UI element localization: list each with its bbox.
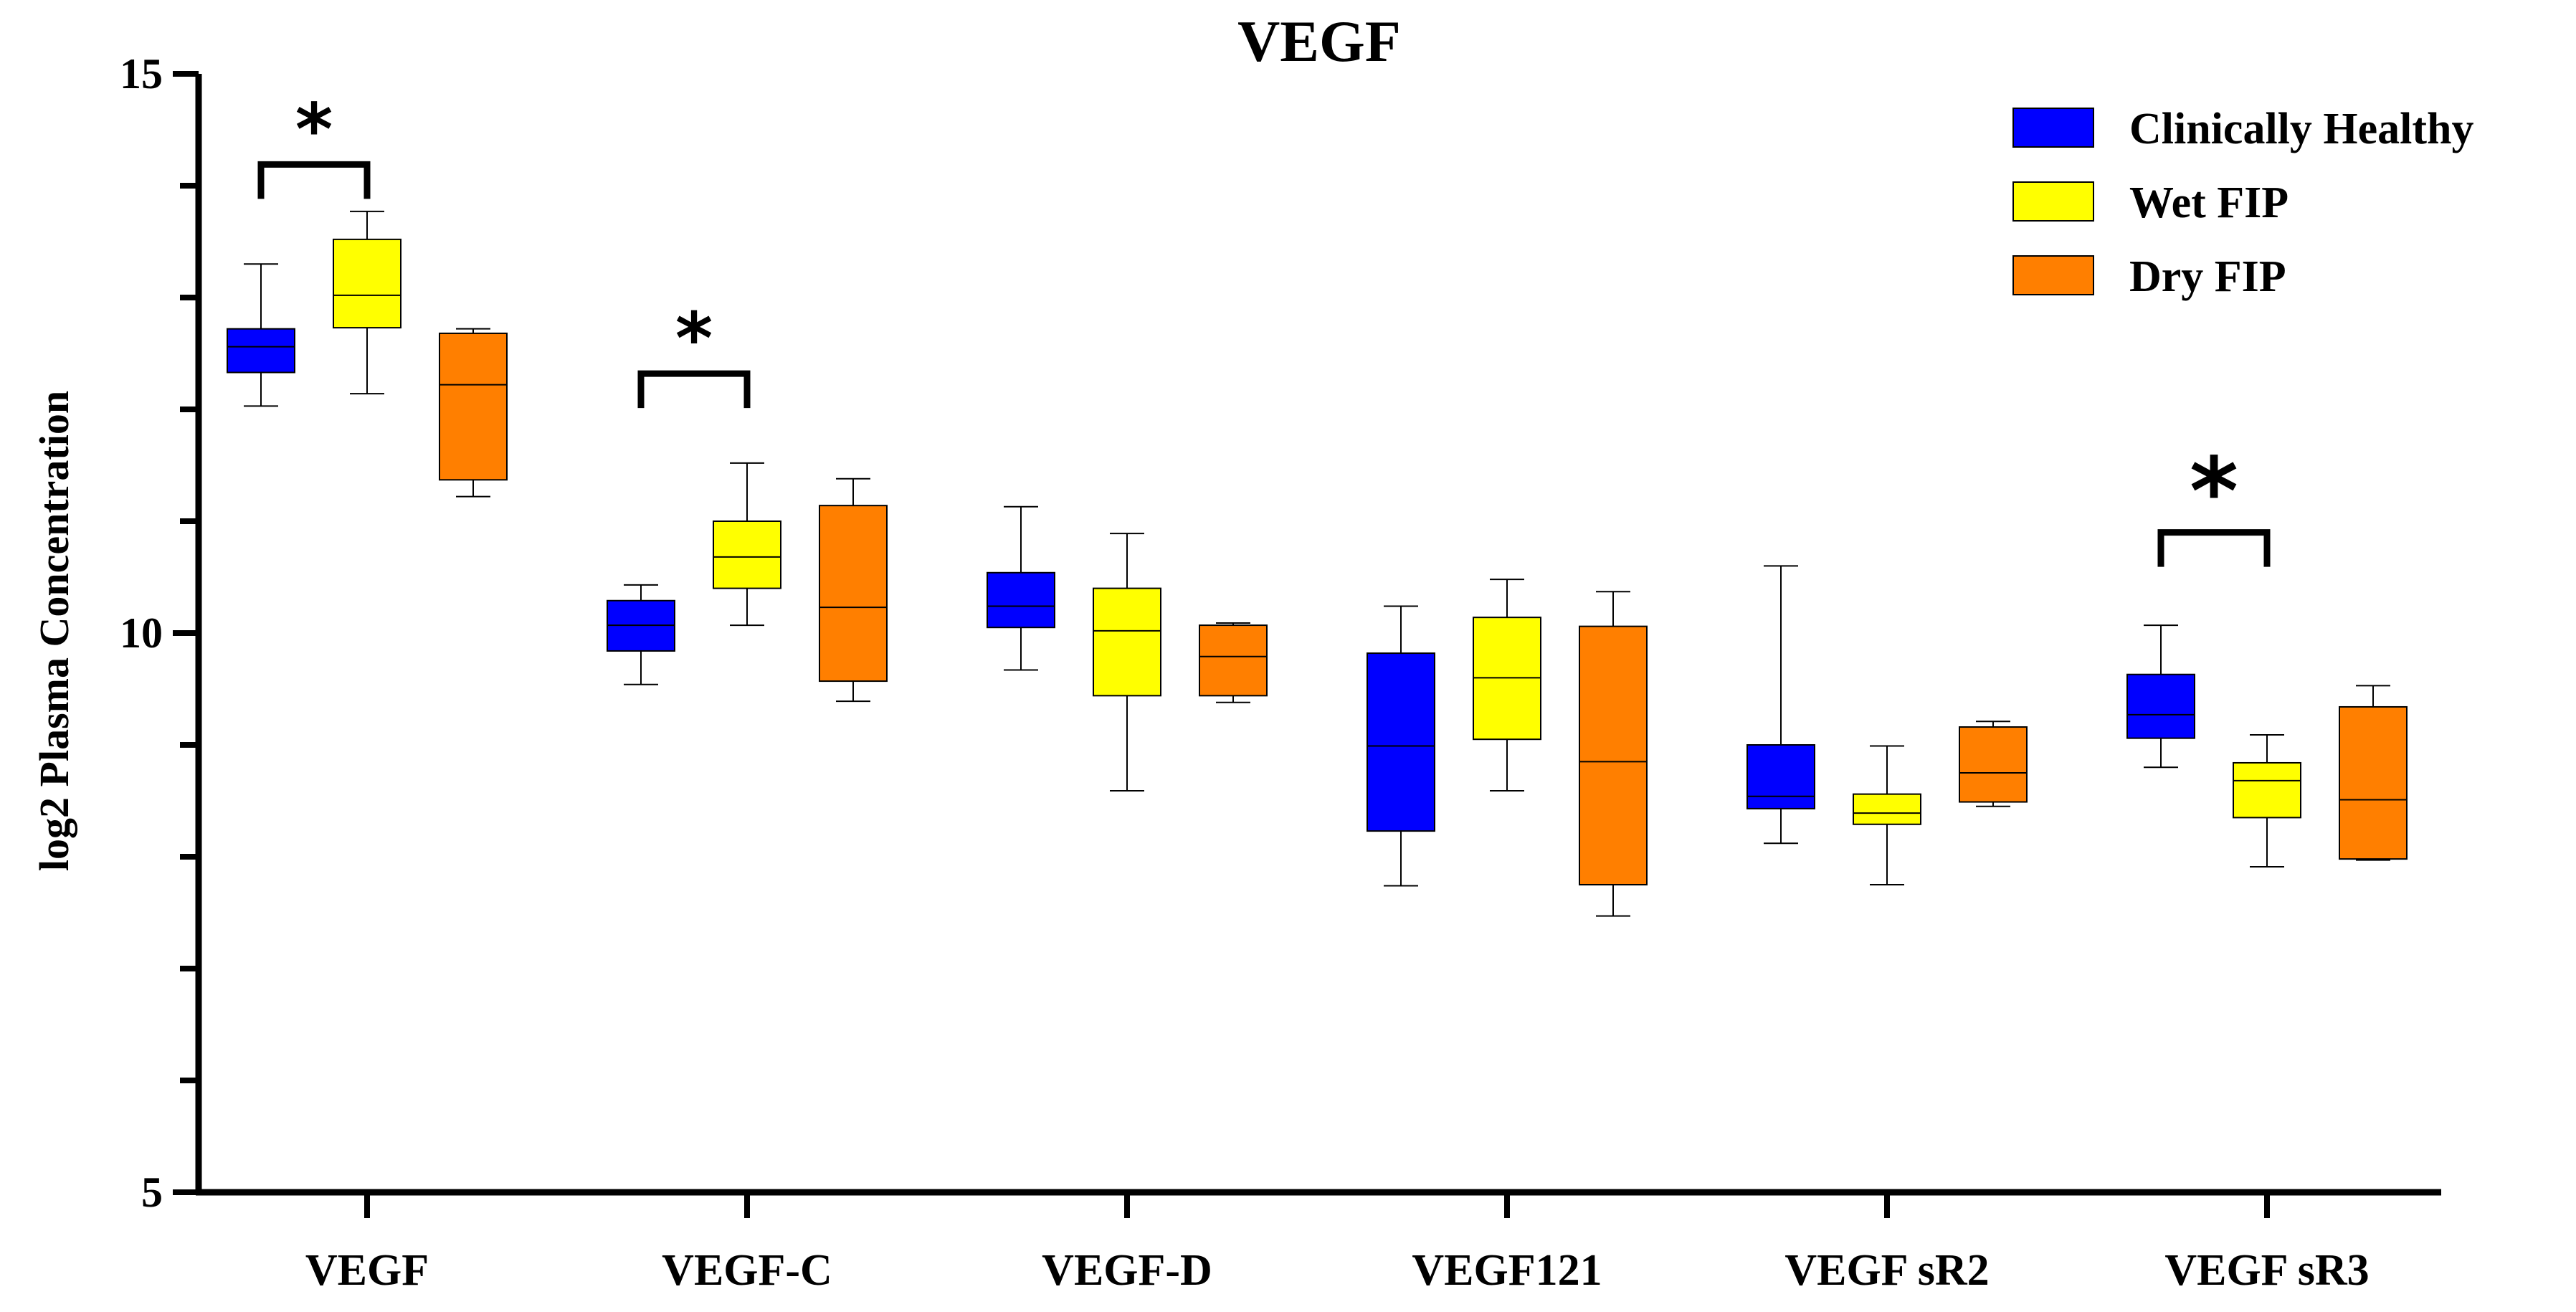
significance-asterisk: * bbox=[675, 297, 713, 381]
legend-swatch-clinically-healthy bbox=[2012, 108, 2094, 148]
iqr-rect-wet-fip-vegf-c bbox=[713, 520, 781, 589]
box-clinically-healthy-vegf-d bbox=[987, 505, 1055, 671]
iqr-rect-clinically-healthy-vegf-d bbox=[987, 571, 1055, 629]
bracket-line-vegf bbox=[257, 161, 371, 199]
chart-title: VEGF bbox=[1237, 9, 1401, 74]
box-dry-fip-vegf-sr3 bbox=[2339, 685, 2408, 861]
iqr-rect-dry-fip-vegf-sr3 bbox=[2339, 705, 2408, 860]
box-dry-fip-vegf-c bbox=[819, 477, 888, 703]
iqr-rect-wet-fip-vegf-d bbox=[1093, 587, 1161, 697]
box-wet-fip-vegf-c bbox=[713, 462, 781, 627]
legend-label-dry-fip: Dry FIP bbox=[2129, 252, 2286, 301]
iqr-rect-clinically-healthy-vegf121 bbox=[1367, 652, 1435, 832]
x-tick-label-vegf-sr3: VEGF sR3 bbox=[2164, 1246, 2369, 1295]
iqr-rect-dry-fip-vegf-sr2 bbox=[1959, 726, 2028, 803]
bracket-line-vegf-sr3 bbox=[2157, 529, 2271, 567]
iqr-rect-dry-fip-vegf-c bbox=[819, 505, 888, 683]
legend: Clinically Healthy Wet FIP Dry FIP bbox=[2012, 105, 2474, 301]
box-clinically-healthy-vegf bbox=[227, 263, 295, 407]
x-tick-label-vegf: VEGF bbox=[305, 1246, 429, 1295]
box-clinically-healthy-vegf-c bbox=[607, 584, 675, 685]
x-tick-label-vegf-sr2: VEGF sR2 bbox=[1784, 1246, 1989, 1295]
y-tick-label: 10 bbox=[120, 609, 163, 657]
iqr-rect-dry-fip-vegf-d bbox=[1199, 624, 1268, 697]
box-dry-fip-vegf bbox=[439, 328, 508, 498]
box-wet-fip-vegf bbox=[333, 210, 401, 395]
legend-swatch-dry-fip bbox=[2012, 255, 2094, 295]
y-axis-label: log2 Plasma Concentration bbox=[31, 391, 77, 871]
box-wet-fip-vegf121 bbox=[1473, 579, 1541, 792]
box-wet-fip-vegf-sr2 bbox=[1853, 745, 1921, 885]
significance-asterisk: * bbox=[2190, 437, 2238, 546]
box-clinically-healthy-vegf-sr2 bbox=[1746, 565, 1815, 845]
bracket-line-vegf-c bbox=[637, 370, 751, 409]
legend-item-wet-fip: Wet FIP bbox=[2012, 179, 2289, 227]
x-tick-label-vegf-c: VEGF-C bbox=[662, 1246, 832, 1295]
x-tick-label-vegf-d: VEGF-D bbox=[1042, 1246, 1212, 1295]
box-dry-fip-vegf-sr2 bbox=[1959, 721, 2028, 807]
legend-item-clinically-healthy: Clinically Healthy bbox=[2012, 105, 2474, 153]
iqr-rect-wet-fip-vegf-sr3 bbox=[2233, 761, 2301, 819]
box-wet-fip-vegf-sr3 bbox=[2233, 733, 2301, 868]
iqr-rect-clinically-healthy-vegf-sr2 bbox=[1746, 744, 1815, 809]
legend-label-clinically-healthy: Clinically Healthy bbox=[2129, 105, 2474, 153]
x-tick-label-vegf121: VEGF121 bbox=[1412, 1246, 1602, 1295]
iqr-rect-wet-fip-vegf bbox=[333, 238, 401, 329]
significance-bracket-vegf: * bbox=[257, 87, 371, 199]
iqr-rect-clinically-healthy-vegf-sr3 bbox=[2126, 673, 2195, 739]
legend-label-wet-fip: Wet FIP bbox=[2129, 179, 2289, 227]
y-tick-label: 15 bbox=[120, 50, 163, 98]
box-wet-fip-vegf-d bbox=[1093, 533, 1161, 792]
legend-item-dry-fip: Dry FIP bbox=[2012, 252, 2286, 301]
iqr-rect-dry-fip-vegf121 bbox=[1579, 625, 1648, 885]
iqr-rect-dry-fip-vegf bbox=[439, 332, 508, 481]
significance-bracket-vegf-c: * bbox=[637, 297, 751, 409]
box-clinically-healthy-vegf121 bbox=[1367, 605, 1435, 887]
significance-bracket-vegf-sr3: * bbox=[2157, 437, 2271, 567]
axes: 5 10 15 VEGF VEGF-C VEGF-D VEGF121 VEGF sR2 VEGF… bbox=[120, 50, 2441, 1295]
significance-annotations: * * * bbox=[257, 87, 2271, 567]
y-tick-label: 5 bbox=[141, 1169, 163, 1216]
box-dry-fip-vegf121 bbox=[1579, 591, 1648, 917]
significance-asterisk: * bbox=[295, 87, 333, 171]
boxes-layer bbox=[227, 210, 2408, 917]
iqr-rect-wet-fip-vegf-sr2 bbox=[1853, 793, 1921, 825]
box-dry-fip-vegf-d bbox=[1199, 622, 1268, 703]
legend-swatch-wet-fip bbox=[2012, 181, 2094, 222]
box-clinically-healthy-vegf-sr3 bbox=[2126, 624, 2195, 769]
iqr-rect-clinically-healthy-vegf bbox=[227, 328, 295, 374]
